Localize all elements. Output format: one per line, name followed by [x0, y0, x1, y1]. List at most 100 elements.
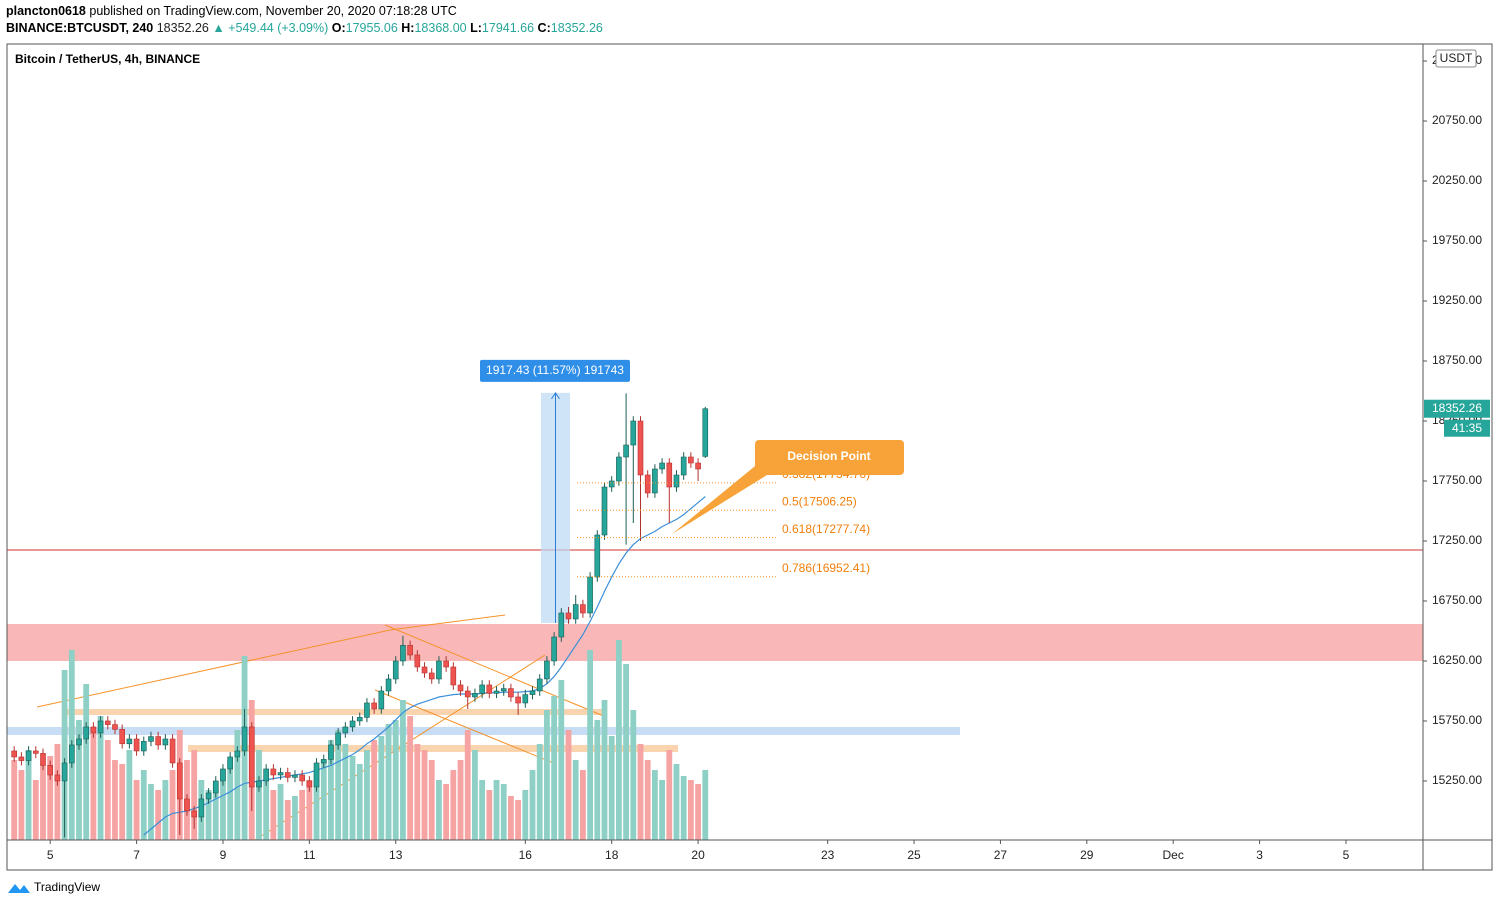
- volume-bar: [256, 750, 262, 840]
- candle: [277, 767, 284, 780]
- l: 17941.66: [482, 21, 534, 35]
- volume-bar: [97, 716, 104, 840]
- c-label: C:: [538, 21, 551, 35]
- candle-body: [306, 780, 313, 788]
- volume-bar: [443, 784, 450, 840]
- volume-bar: [169, 770, 176, 840]
- candle-body: [486, 684, 493, 694]
- volume-bar: [119, 764, 126, 840]
- x-tick-label: 5: [1343, 848, 1350, 862]
- candle: [176, 758, 183, 835]
- volume-bar: [284, 800, 291, 840]
- candle: [104, 716, 111, 730]
- volume-bar: [227, 760, 234, 840]
- volume-bar: [320, 760, 327, 840]
- candle: [400, 635, 406, 666]
- candle: [428, 668, 435, 684]
- volume-bar: [162, 780, 169, 840]
- candle-body: [421, 666, 428, 674]
- volume-bar: [472, 750, 478, 840]
- x-tick-label: Dec: [1163, 848, 1184, 862]
- candle: [500, 683, 507, 696]
- candle-body: [392, 660, 399, 680]
- candle-body: [371, 702, 377, 710]
- candle-body: [234, 750, 241, 758]
- candle: [688, 452, 694, 468]
- volume-bar: [335, 730, 342, 840]
- candle-body: [104, 720, 111, 725]
- h: 18368.00: [414, 21, 466, 35]
- chart-title: Bitcoin / TetherUS, 4h, BINANCE: [15, 52, 200, 66]
- volume-bar: [342, 744, 349, 840]
- candle-body: [644, 474, 651, 494]
- volume-bar: [104, 740, 111, 840]
- volume-bar: [659, 780, 665, 840]
- volume-bar: [580, 770, 586, 840]
- candle-body: [637, 420, 644, 476]
- candle: [616, 452, 622, 486]
- fib-label: 0.618(17277.74): [782, 522, 870, 536]
- candle-body: [335, 732, 341, 746]
- volume-bar: [565, 730, 572, 840]
- volume-bar: [306, 780, 313, 840]
- candle: [623, 393, 629, 545]
- candle: [407, 640, 413, 660]
- candle: [299, 770, 305, 786]
- candle: [220, 764, 226, 786]
- candle-body: [284, 772, 291, 778]
- candle: [356, 712, 363, 726]
- candle-body: [479, 684, 485, 694]
- x-tick-label: 5: [47, 848, 54, 862]
- candle-body: [61, 762, 68, 782]
- candle-body: [500, 688, 507, 692]
- currency-badge: [1435, 49, 1477, 68]
- candle-body: [313, 762, 320, 788]
- volume-bar: [212, 784, 219, 840]
- candle: [385, 674, 392, 696]
- candle-body: [385, 678, 392, 692]
- candle: [119, 724, 125, 749]
- candle: [335, 728, 341, 750]
- volume-bar: [25, 750, 32, 840]
- candle: [25, 746, 32, 766]
- volume-bar: [133, 780, 140, 840]
- volume-bar: [479, 780, 486, 840]
- trend-line: [384, 624, 607, 718]
- candle: [313, 758, 320, 792]
- volume-bar: [234, 730, 241, 840]
- candle: [652, 464, 658, 498]
- candle: [544, 656, 550, 684]
- candle: [76, 734, 82, 750]
- volume-bar: [457, 760, 464, 840]
- candle: [522, 689, 529, 708]
- candle-body: [169, 738, 176, 764]
- y-tick-label: 15750.00: [1432, 713, 1482, 727]
- candle-body: [623, 444, 629, 458]
- candle: [558, 608, 565, 642]
- candle-body: [572, 604, 579, 620]
- candle-body: [457, 684, 464, 692]
- volume-bar: [400, 700, 406, 840]
- candle: [227, 752, 233, 774]
- candle: [140, 736, 147, 756]
- trend-line: [389, 614, 506, 631]
- volume-bar: [587, 650, 594, 840]
- candle-body: [443, 660, 449, 668]
- y-tick-label: 20750.00: [1432, 113, 1482, 127]
- y-tick-label: 15250.00: [1432, 773, 1482, 787]
- zone: [7, 726, 960, 736]
- volume-bar: [407, 716, 414, 840]
- candle-body: [11, 750, 17, 758]
- volume-bar: [54, 744, 61, 840]
- candle: [155, 731, 161, 750]
- candle: [580, 599, 586, 618]
- candle: [601, 482, 608, 540]
- candle: [565, 606, 572, 624]
- volume-bar: [40, 764, 46, 840]
- volume-bar: [299, 790, 306, 840]
- candle: [587, 572, 593, 618]
- volume-bar: [90, 730, 97, 840]
- candle: [320, 754, 327, 768]
- candle-body: [292, 774, 298, 778]
- callout-pointer: [672, 462, 775, 534]
